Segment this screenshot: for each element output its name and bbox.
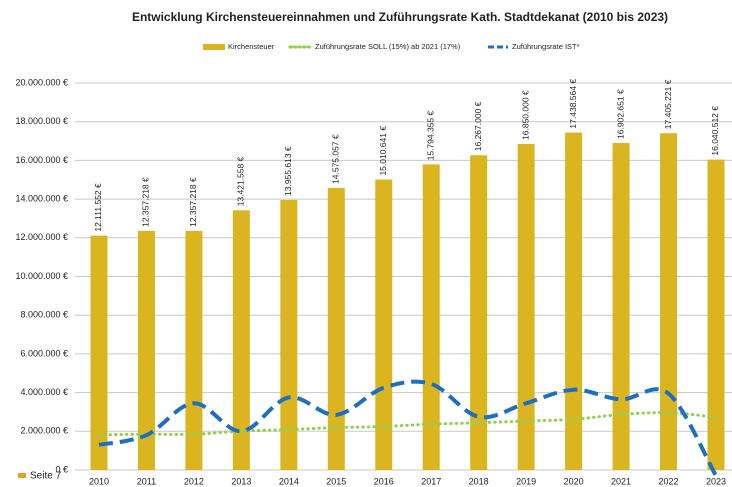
legend-label: Zuführungsrate SOLL (15%) ab 2021 (17%) bbox=[315, 42, 461, 51]
footer-icon bbox=[18, 473, 26, 478]
bar bbox=[375, 179, 393, 470]
bar bbox=[185, 230, 203, 470]
bar bbox=[660, 133, 678, 470]
bar bbox=[612, 142, 630, 470]
data-label: 13.421.558 € bbox=[236, 156, 246, 206]
data-label: 12.357.218 € bbox=[188, 177, 198, 227]
legend-label: Zuführungsrate IST* bbox=[512, 42, 580, 51]
x-tick-label: 2015 bbox=[326, 476, 346, 486]
data-label: 15.794.355 € bbox=[425, 110, 435, 160]
x-tick-label: 2011 bbox=[137, 476, 156, 486]
legend-swatch bbox=[203, 44, 225, 50]
x-tick-label: 2022 bbox=[659, 476, 679, 486]
y-tick-label: 4.000.000 € bbox=[20, 387, 68, 397]
bar bbox=[280, 199, 298, 470]
x-tick-label: 2020 bbox=[564, 476, 584, 486]
x-tick-label: 2021 bbox=[611, 476, 631, 486]
bar bbox=[565, 132, 583, 470]
x-tick-label: 2016 bbox=[374, 476, 394, 486]
data-label: 16.850.000 € bbox=[520, 90, 530, 140]
y-tick-label: 0 € bbox=[55, 464, 68, 474]
bar bbox=[232, 210, 250, 470]
data-label: 16.902.651 € bbox=[615, 89, 625, 139]
chart-title: Entwicklung Kirchensteuereinnahmen und Z… bbox=[132, 10, 668, 24]
data-label: 13.955.613 € bbox=[283, 146, 293, 196]
data-label: 12.357.218 € bbox=[141, 177, 151, 227]
x-tick-label: 2014 bbox=[279, 476, 299, 486]
bar bbox=[90, 235, 108, 470]
y-tick-label: 10.000.000 € bbox=[15, 271, 68, 281]
data-label: 12.111.552 € bbox=[93, 183, 103, 232]
y-tick-label: 8.000.000 € bbox=[20, 310, 68, 320]
x-tick-label: 2013 bbox=[231, 476, 251, 486]
legend-label: Kirchensteuer bbox=[228, 42, 275, 51]
y-tick-label: 12.000.000 € bbox=[15, 232, 68, 242]
y-tick-label: 6.000.000 € bbox=[20, 348, 68, 358]
y-tick-label: 14.000.000 € bbox=[15, 193, 68, 203]
x-tick-label: 2019 bbox=[516, 476, 536, 486]
data-label: 17.438.564 € bbox=[568, 79, 578, 129]
bar bbox=[470, 155, 488, 470]
x-tick-label: 2012 bbox=[184, 476, 204, 486]
x-tick-label: 2010 bbox=[89, 476, 109, 486]
y-tick-label: 18.000.000 € bbox=[15, 116, 68, 126]
footer-text: Seite 7 bbox=[30, 471, 62, 482]
x-tick-label: 2023 bbox=[706, 476, 726, 486]
y-tick-label: 2.000.000 € bbox=[20, 426, 68, 436]
bar bbox=[707, 159, 725, 470]
bar bbox=[517, 143, 535, 470]
data-label: 16.040.512 € bbox=[710, 106, 720, 156]
y-tick-label: 20.000.000 € bbox=[15, 77, 68, 87]
data-label: 15.010.641 € bbox=[378, 126, 388, 176]
bar bbox=[137, 230, 155, 470]
y-tick-label: 16.000.000 € bbox=[15, 155, 68, 165]
data-label: 14.575.057 € bbox=[331, 134, 341, 184]
bar bbox=[327, 187, 345, 470]
data-label: 17.405.221 € bbox=[663, 79, 673, 129]
bar bbox=[422, 164, 440, 471]
x-tick-label: 2018 bbox=[469, 476, 489, 486]
line bbox=[98, 379, 718, 477]
line bbox=[97, 411, 718, 437]
data-label: 16.267.000 € bbox=[473, 101, 483, 151]
x-tick-label: 2017 bbox=[421, 476, 441, 486]
